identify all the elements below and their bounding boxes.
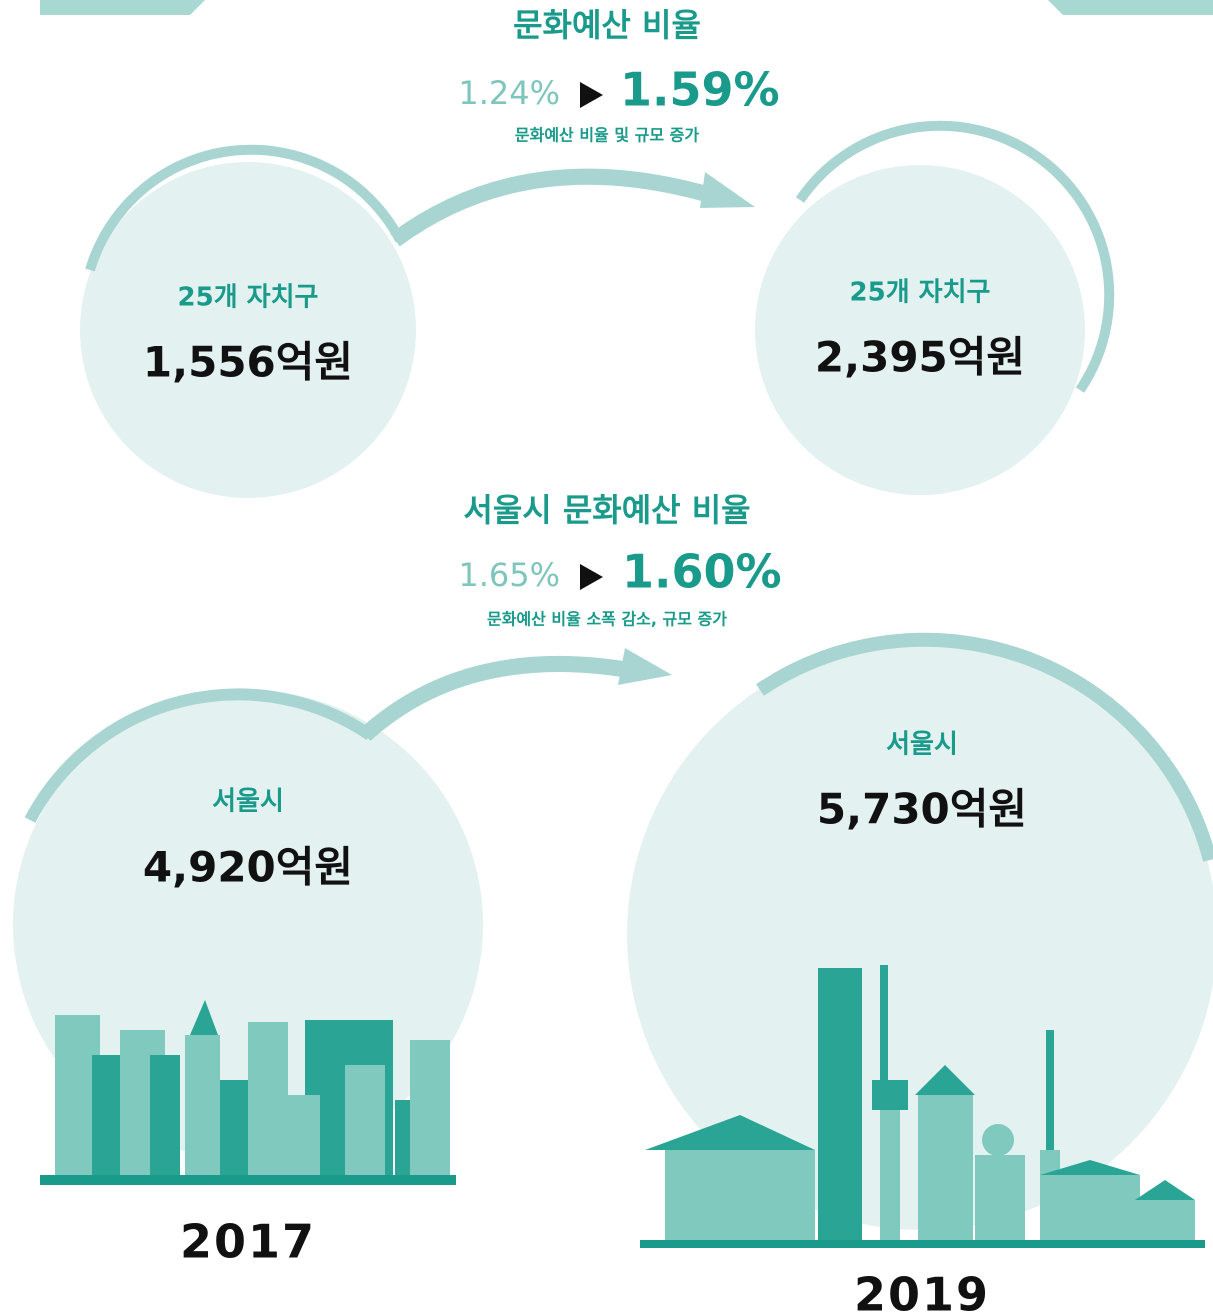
ratio-to: 1.60% [622,545,782,599]
curve-arrow [365,664,640,735]
skyline-shape [640,1240,1205,1248]
ratio-arrow [580,564,603,590]
circle [755,165,1085,495]
circle-label: 서울시 [886,730,958,760]
circle-amount: 4,920억원 [143,843,353,892]
arrow-head [618,648,672,685]
circle-label: 서울시 [212,787,284,817]
skyline-shape [92,1055,122,1175]
circle-label: 25개 자치구 [850,278,991,308]
circle [80,162,416,498]
skyline-shape [1046,1030,1054,1150]
section-title: 서울시 문화예산 비율 [463,491,750,529]
ratio-from: 1.65% [458,556,560,594]
skyline-shape [1060,1175,1140,1245]
arrow-head [700,172,755,208]
corner-decoration [1048,0,1213,15]
skyline-shape [880,1110,900,1245]
skyline-shape [40,1175,456,1185]
skyline-shape [975,1155,1025,1245]
skyline-shape [918,1095,973,1245]
corner-decoration [40,0,205,15]
skyline-shape [220,1080,248,1175]
ratio-note: 문화예산 비율 소폭 감소, 규모 증가 [487,610,727,629]
skyline-shape [872,1080,908,1110]
section-title: 문화예산 비율 [513,6,701,44]
page: {"district": {"title": "문화예산 비율", "from"… [0,0,1213,1316]
circle-label: 25개 자치구 [178,283,319,313]
ratio-note: 문화예산 비율 및 규모 증가 [515,126,699,145]
skyline-shape [982,1124,1014,1156]
circle-amount: 1,556억원 [143,338,353,387]
ratio-from: 1.24% [458,74,560,112]
ratio-to: 1.59% [620,63,780,117]
year-label: 2019 [854,1268,990,1316]
circle-amount: 5,730억원 [817,785,1027,834]
skyline-shape [1135,1180,1195,1200]
skyline-shape [345,1065,385,1175]
curve-arrow [395,177,720,240]
skyline-shape [818,968,862,1245]
circle-amount: 2,395억원 [815,333,1025,382]
skyline-shape [1140,1200,1195,1245]
skyline-shape [280,1095,320,1175]
ratio-arrow [580,82,603,108]
skyline-shape [185,1035,220,1175]
skyline-shape [665,1150,815,1245]
infographic: 문화예산 비율 1.24% 1.59% 문화예산 비율 및 규모 증가 25개 … [0,0,1213,1316]
skyline-shape [150,1055,180,1175]
skyline-shape [880,965,888,1085]
year-label: 2017 [180,1215,316,1269]
skyline-shape [1040,1150,1060,1245]
skyline-shape [410,1040,450,1175]
